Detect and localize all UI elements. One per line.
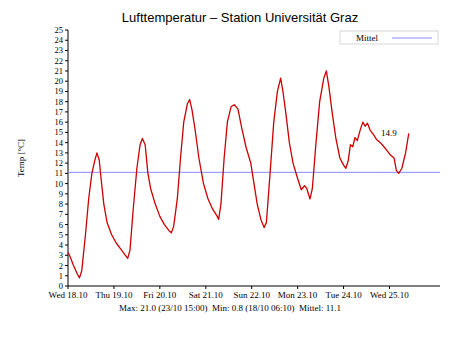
y-tick-label: 8: [59, 199, 63, 209]
y-tick-label: 17: [55, 107, 64, 117]
y-tick-label: 6: [59, 220, 63, 230]
x-tick-label: Mon 23.10: [278, 290, 318, 300]
y-tick-label: 14: [55, 138, 64, 148]
annotation: 14.9: [381, 128, 397, 138]
legend: Mittel: [340, 31, 438, 44]
y-tick-label: 23: [55, 45, 64, 55]
x-tick-label: Sat 21.10: [189, 290, 224, 300]
x-tick-label: Sun 22.10: [233, 290, 270, 300]
y-tick-label: 20: [55, 76, 64, 86]
legend-swatch: [392, 38, 432, 39]
x-tick-label: Fri 20.10: [143, 290, 177, 300]
y-tick-label: 7: [59, 209, 63, 219]
y-tick-label: 16: [55, 117, 64, 127]
y-tick-label: 24: [55, 35, 64, 45]
y-tick-label: 1: [59, 271, 63, 281]
plot-area: [68, 71, 440, 278]
x-tick-label: Wed 18.10: [49, 290, 88, 300]
y-tick-label: 13: [55, 148, 64, 158]
y-tick-label: 5: [59, 230, 63, 240]
x-tick-label: Tue 24.10: [325, 290, 362, 300]
footer: Max: 21.0 (23/10 15:00) Min: 0.8 (18/10 …: [119, 303, 341, 313]
y-tick-label: 9: [59, 189, 63, 199]
y-tick-label: 11: [55, 168, 63, 178]
y-tick-label: 25: [55, 25, 64, 35]
x-axis: [68, 286, 440, 287]
temperature-line: [68, 71, 409, 278]
y-tick-label: 12: [55, 158, 64, 168]
y-axis-label: Temp [°C]: [16, 139, 26, 177]
y-tick-label: 2: [59, 261, 63, 271]
chart: Lufttemperatur – Station Universität Gra…: [0, 0, 450, 338]
title: Lufttemperatur – Station Universität Gra…: [122, 10, 358, 25]
legend-box: [340, 31, 438, 44]
y-tick-label: 22: [55, 56, 64, 66]
y-tick-label: 10: [55, 179, 64, 189]
legend-label: Mittel: [356, 33, 378, 43]
y-tick-label: 18: [55, 97, 64, 107]
mean-line: [68, 172, 440, 173]
x-tick-label: Thu 19.10: [95, 290, 132, 300]
y-tick-label: 4: [59, 240, 64, 250]
y-tick-label: 19: [55, 86, 64, 96]
y-tick-label: 15: [55, 127, 64, 137]
y-axis: [68, 30, 69, 286]
y-tick-label: 21: [55, 66, 64, 76]
y-tick-label: 3: [59, 250, 63, 260]
x-tick-label: Wed 25.10: [370, 290, 409, 300]
